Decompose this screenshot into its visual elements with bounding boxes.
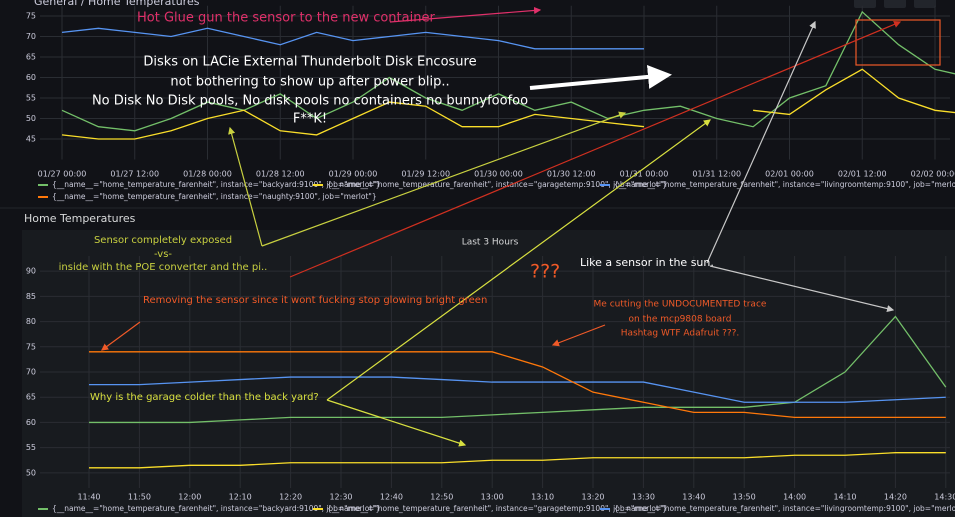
annotation: Hot Glue gun the sensor to the new conta… — [137, 11, 435, 26]
x-tick-label: 13:30 — [632, 493, 655, 502]
panel-title: Last 3 Hours — [462, 238, 519, 248]
x-tick-label: 01/29 12:00 — [401, 170, 450, 179]
arrow — [709, 265, 895, 313]
arrow — [261, 111, 627, 247]
arrow — [529, 64, 672, 90]
legend-label: {__name__="home_temperature_farenheit", … — [52, 180, 380, 189]
x-tick-label: 01/29 00:00 — [329, 170, 378, 179]
legend-label: {__name__="home_temperature_farenheit", … — [614, 180, 955, 189]
x-tick-label: 14:20 — [884, 493, 907, 502]
y-tick-label: 70 — [26, 368, 36, 377]
x-tick-label: 12:30 — [329, 493, 352, 502]
legend-label: {__name__="home_temperature_farenheit", … — [52, 504, 380, 513]
x-tick-label: 13:50 — [733, 493, 756, 502]
series-line — [753, 68, 955, 116]
y-tick-label: 45 — [26, 135, 36, 144]
x-tick-label: 12:10 — [229, 493, 252, 502]
arrow — [326, 399, 467, 447]
x-tick-label: 02/02 00:00 — [911, 170, 955, 179]
x-tick-label: 01/28 12:00 — [256, 170, 305, 179]
y-tick-label: 80 — [26, 317, 36, 326]
arrow — [706, 20, 816, 264]
x-tick-label: 13:40 — [682, 493, 705, 502]
x-tick-label: 13:10 — [531, 493, 554, 502]
series-line — [89, 315, 947, 424]
y-tick-label: 50 — [26, 468, 36, 477]
toolbar-button[interactable] — [884, 0, 906, 8]
x-tick-label: 01/30 12:00 — [547, 170, 596, 179]
series-line — [89, 376, 946, 403]
x-tick-label: 01/31 00:00 — [620, 170, 669, 179]
breadcrumb[interactable]: General / Home Temperatures — [34, 0, 200, 8]
panel — [22, 230, 955, 517]
y-tick-label: 85 — [26, 292, 36, 301]
arrow — [289, 20, 902, 278]
annotation: Why is the garage colder than the back y… — [90, 392, 319, 403]
toolbar-button[interactable] — [854, 0, 876, 8]
y-tick-label: 65 — [26, 393, 36, 402]
annotation: inside with the POE converter and the pi… — [59, 262, 268, 273]
x-tick-label: 14:30 — [934, 493, 955, 502]
x-tick-label: 13:20 — [581, 493, 604, 502]
annotation-box — [855, 19, 941, 66]
x-tick-label: 01/28 00:00 — [183, 170, 232, 179]
x-tick-label: 01/31 12:00 — [692, 170, 741, 179]
legend-label: {__name__="home_temperature_farenheit", … — [327, 180, 667, 189]
x-tick-label: 14:10 — [833, 493, 856, 502]
toolbar-button[interactable] — [914, 0, 936, 8]
annotation: No Disk No Disk pools, No disk pools no … — [92, 94, 528, 109]
x-tick-label: 14:00 — [783, 493, 806, 502]
legend-label: {__name__="home_temperature_farenheit", … — [52, 192, 377, 201]
arrow — [228, 126, 263, 247]
x-tick-label: 11:40 — [77, 493, 100, 502]
annotation: F**K! — [293, 112, 327, 127]
x-tick-label: 02/01 12:00 — [838, 170, 887, 179]
annotation: Sensor completely exposed — [94, 235, 232, 246]
annotation: Me cutting the UNDOCUMENTED trace — [594, 300, 767, 310]
legend-label: {__name__="home_temperature_farenheit", … — [614, 504, 955, 513]
annotation: -vs- — [154, 249, 172, 260]
x-tick-label: 13:00 — [481, 493, 504, 502]
annotation: Like a sensor in the sun. — [580, 256, 714, 269]
x-tick-label: 12:50 — [430, 493, 453, 502]
y-tick-label: 90 — [26, 267, 36, 276]
arrow — [389, 6, 542, 23]
y-tick-label: 55 — [26, 94, 36, 103]
series-line — [89, 351, 946, 419]
arrow — [326, 119, 711, 401]
y-tick-label: 50 — [26, 114, 36, 123]
annotation: Removing the sensor since it wont fuckin… — [143, 295, 487, 306]
annotation: not bothering to show up after power bli… — [170, 75, 449, 90]
annotation: on the mcp9808 board — [629, 315, 732, 325]
y-tick-label: 60 — [26, 73, 36, 82]
annotation: Hashtag WTF Adafruit ???. — [621, 329, 740, 339]
x-tick-label: 12:40 — [380, 493, 403, 502]
y-tick-label: 55 — [26, 443, 36, 452]
y-tick-label: 70 — [26, 32, 36, 41]
arrow — [101, 321, 141, 351]
y-tick-label: 60 — [26, 418, 36, 427]
y-tick-label: 75 — [26, 342, 36, 351]
x-tick-label: 01/30 00:00 — [474, 170, 523, 179]
x-tick-label: 01/27 12:00 — [110, 170, 159, 179]
x-tick-label: 12:20 — [279, 493, 302, 502]
arrow — [551, 324, 606, 347]
x-tick-label: 02/01 00:00 — [765, 170, 814, 179]
y-tick-label: 65 — [26, 53, 36, 62]
series-line — [61, 101, 645, 140]
x-tick-label: 01/27 00:00 — [38, 170, 87, 179]
series-line — [61, 10, 955, 132]
row-title[interactable]: Home Temperatures — [24, 212, 136, 225]
annotation: ??? — [530, 261, 560, 283]
x-tick-label: 11:50 — [128, 493, 151, 502]
annotation: Disks on LACie External Thunderbolt Disk… — [143, 55, 476, 70]
x-tick-label: 12:00 — [178, 493, 201, 502]
series-line — [61, 27, 644, 50]
legend-label: {__name__="home_temperature_farenheit", … — [327, 504, 667, 513]
y-tick-label: 75 — [26, 12, 36, 21]
series-line — [89, 452, 946, 469]
